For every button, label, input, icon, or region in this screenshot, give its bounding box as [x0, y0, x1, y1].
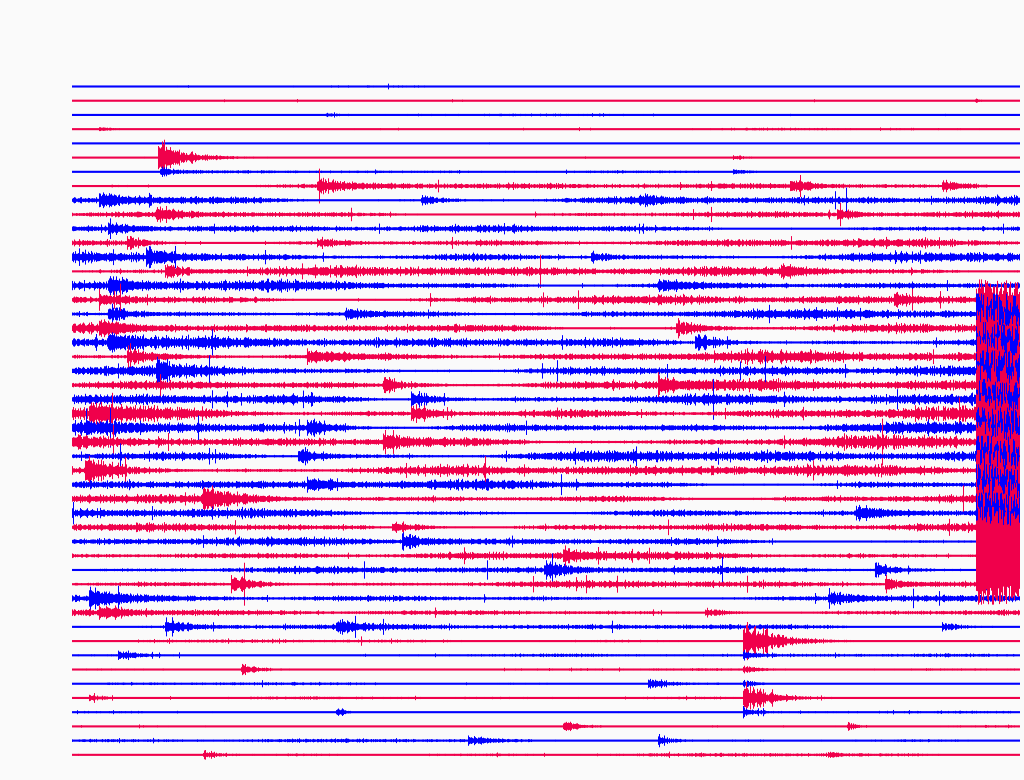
seismogram-canvas: [0, 0, 1024, 780]
helicorder-page: HL Ag. Paraskevi (Lesvos) Applied filter…: [0, 0, 1024, 780]
